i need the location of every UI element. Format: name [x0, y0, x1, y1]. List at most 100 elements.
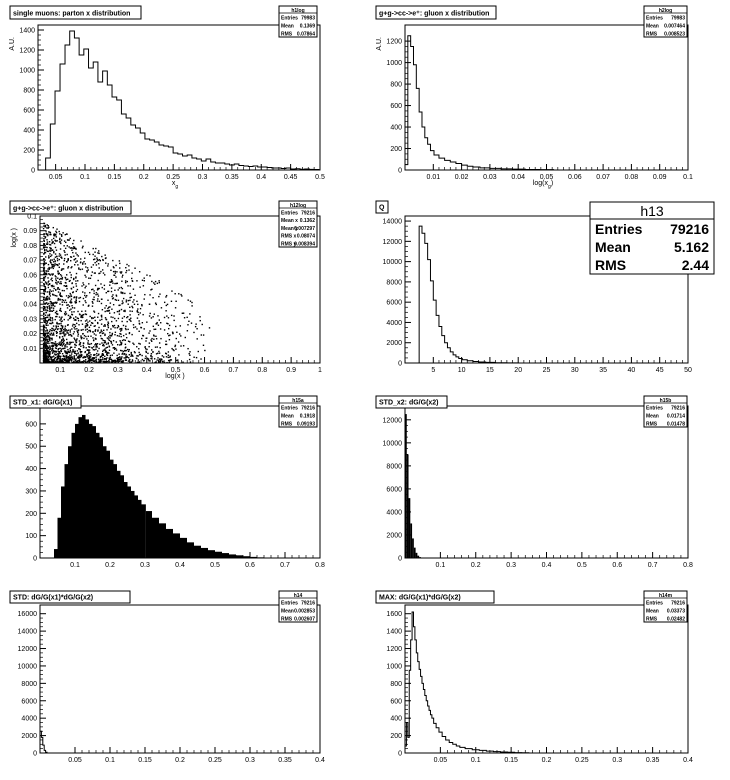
scatter-point	[45, 232, 47, 235]
scatter-point	[44, 286, 46, 288]
stats-key: Mean	[646, 609, 659, 615]
scatter-point	[69, 247, 72, 249]
scatter-point	[99, 272, 101, 274]
scatter-point	[53, 294, 55, 296]
scatter-point	[149, 294, 151, 296]
scatter-point	[65, 359, 68, 362]
scatter-point	[53, 329, 56, 332]
scatter-point	[48, 257, 50, 259]
x-tick-label: 0.15	[108, 174, 122, 181]
scatter-point	[134, 294, 136, 296]
scatter-point	[72, 286, 75, 288]
scatter-point	[58, 230, 60, 233]
scatter-point	[97, 298, 99, 300]
scatter-point	[62, 232, 64, 234]
scatter-point	[61, 278, 63, 280]
scatter-point	[104, 254, 106, 256]
scatter-point	[65, 329, 67, 331]
scatter-point	[112, 359, 114, 362]
scatter-point	[74, 352, 76, 354]
scatter-point	[70, 256, 73, 258]
scatter-point	[94, 316, 96, 318]
scatter-point	[43, 260, 45, 263]
scatter-point	[61, 289, 64, 292]
y-tick-label: 0.06	[23, 272, 37, 279]
x-tick-label: 0.05	[434, 757, 448, 764]
scatter-point	[85, 313, 88, 316]
y-tick-label: 1200	[19, 48, 35, 55]
scatter-point	[58, 360, 61, 362]
scatter-point	[135, 357, 138, 359]
scatter-point	[46, 320, 49, 322]
scatter-point	[80, 345, 82, 348]
scatter-point	[105, 351, 108, 353]
scatter-point	[96, 343, 99, 345]
scatter-point	[136, 310, 139, 312]
scatter-point	[66, 287, 68, 290]
scatter-point	[70, 334, 72, 337]
y-tick-label: 0	[398, 168, 402, 175]
y-tick-label: 1000	[19, 68, 35, 75]
scatter-point	[61, 316, 63, 318]
scatter-point	[141, 337, 143, 340]
scatter-point	[76, 254, 78, 256]
scatter-point	[139, 286, 141, 288]
scatter-point	[120, 333, 122, 335]
scatter-point	[149, 275, 151, 277]
scatter-point	[63, 342, 65, 345]
scatter-point	[109, 334, 111, 337]
scatter-point	[91, 361, 93, 364]
scatter-point	[63, 257, 66, 260]
scatter-point	[54, 239, 56, 242]
x-tick-label: 0.4	[256, 174, 266, 181]
histogram-bar	[99, 437, 103, 558]
scatter-point	[92, 317, 95, 319]
scatter-point	[124, 309, 126, 312]
scatter-point	[91, 317, 93, 320]
scatter-point	[89, 291, 91, 294]
scatter-point	[88, 277, 90, 279]
scatter-point	[170, 300, 173, 302]
scatter-point	[101, 286, 103, 289]
scatter-point	[96, 260, 98, 263]
scatter-point	[121, 317, 124, 319]
scatter-point	[46, 333, 49, 335]
scatter-point	[59, 233, 61, 235]
histogram-bar	[412, 538, 414, 558]
scatter-point	[43, 292, 46, 295]
scatter-point	[51, 310, 54, 312]
scatter-point	[176, 359, 178, 362]
title-box	[375, 590, 495, 604]
scatter-point	[63, 361, 66, 363]
histogram-bar	[215, 551, 222, 558]
y-tick-label: 12000	[383, 417, 403, 424]
scatter-point	[53, 342, 56, 345]
scatter-point	[43, 273, 46, 275]
scatter-point	[143, 298, 145, 300]
scatter-point	[109, 284, 111, 286]
scatter-point	[45, 297, 47, 299]
scatter-point	[103, 349, 106, 351]
scatter-point	[107, 265, 109, 267]
scatter-point	[187, 347, 189, 350]
x-tick-label: 40	[628, 367, 636, 374]
scatter-point	[104, 355, 106, 358]
scatter-point	[113, 348, 116, 350]
scatter-point	[49, 333, 51, 336]
scatter-point	[49, 249, 51, 252]
scatter-point	[129, 292, 131, 295]
scatter-point	[86, 355, 88, 357]
scatter-point	[150, 317, 153, 319]
stats-key: Entries	[646, 406, 663, 412]
scatter-point	[112, 297, 115, 299]
scatter-point	[86, 338, 88, 340]
scatter-point	[54, 305, 56, 307]
scatter-point	[111, 308, 113, 310]
scatter-point	[77, 357, 79, 359]
scatter-point	[121, 356, 123, 358]
scatter-point	[98, 358, 100, 361]
scatter-point	[113, 266, 115, 269]
scatter-point	[97, 330, 99, 332]
scatter-point	[86, 328, 88, 330]
scatter-point	[121, 280, 123, 282]
